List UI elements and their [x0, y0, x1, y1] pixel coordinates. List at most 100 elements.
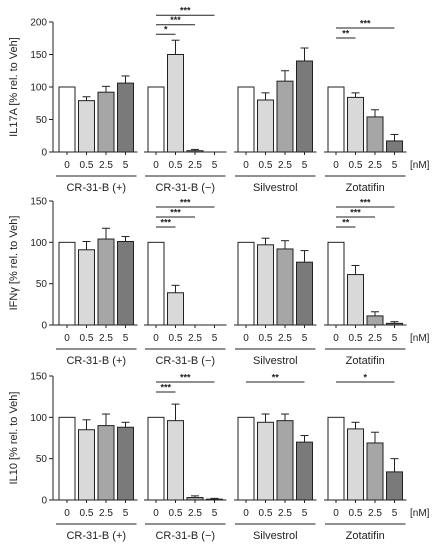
dose-label: 0.5 — [169, 508, 183, 519]
dose-label: 0 — [153, 160, 159, 171]
dose-label: 5 — [392, 333, 398, 344]
y-tick-label: 50 — [36, 279, 48, 290]
dose-label: 0 — [333, 508, 339, 519]
y-tick-label: 200 — [30, 18, 47, 29]
bar — [257, 99, 274, 153]
dose-label: 2.5 — [188, 508, 202, 519]
y-tick-label: 50 — [36, 115, 48, 126]
bar — [78, 429, 95, 501]
y-tick-label: 150 — [30, 372, 47, 383]
dose-label: 5 — [302, 508, 308, 519]
group-name: CR-31-B (−) — [155, 182, 215, 194]
dose-label: 5 — [212, 508, 218, 519]
dose-label: 0 — [153, 333, 159, 344]
significance-label: *** — [180, 6, 191, 16]
significance-label: * — [363, 373, 367, 383]
bar — [347, 96, 364, 153]
dose-label: 0 — [243, 160, 249, 171]
y-tick-label: 50 — [36, 454, 48, 465]
bar — [327, 416, 345, 501]
bar — [237, 86, 255, 153]
bar — [97, 425, 115, 501]
bar — [58, 86, 76, 153]
dose-label: 5 — [302, 333, 308, 344]
bar — [386, 471, 403, 501]
y-tick-label: 0 — [41, 148, 47, 159]
bar — [117, 241, 134, 326]
significance-label: *** — [160, 218, 171, 228]
group-name: Zotatifin — [346, 530, 385, 542]
dose-label: 2.5 — [368, 160, 382, 171]
significance-label: *** — [360, 198, 371, 208]
dose-label: 0.5 — [259, 160, 273, 171]
group-name: CR-31-B (−) — [155, 530, 215, 542]
bar — [117, 82, 134, 153]
dose-label: 0 — [153, 508, 159, 519]
dose-label: 0.5 — [259, 333, 273, 344]
group-name: Silvestrol — [253, 530, 298, 542]
x-unit-label: [nM] — [410, 160, 430, 171]
dose-label: 0.5 — [80, 333, 94, 344]
bar — [296, 261, 313, 326]
dose-label: 0.5 — [80, 508, 94, 519]
bar — [347, 274, 364, 326]
y-axis-label: IL10 [% rel. to Veh] — [8, 392, 20, 485]
bar — [58, 416, 76, 501]
dose-label: 0.5 — [259, 508, 273, 519]
bar — [276, 248, 294, 326]
dose-label: 5 — [392, 508, 398, 519]
significance-label: ** — [272, 373, 280, 383]
bar — [366, 442, 384, 501]
bar — [366, 315, 384, 326]
x-unit-label: [nM] — [410, 508, 430, 519]
dose-label: 5 — [123, 508, 129, 519]
bar — [327, 86, 345, 153]
bar — [147, 86, 165, 153]
significance-label: *** — [360, 19, 371, 29]
dose-label: 0 — [333, 333, 339, 344]
bar — [296, 441, 313, 501]
bar — [257, 421, 274, 501]
dose-label: 5 — [302, 160, 308, 171]
dose-label: 0.5 — [349, 508, 363, 519]
y-tick-label: 0 — [41, 321, 47, 332]
significance-label: *** — [350, 208, 361, 218]
bar — [167, 54, 184, 153]
bar — [276, 80, 294, 153]
bar — [327, 241, 345, 326]
group-name: CR-31-B (+) — [66, 355, 126, 367]
dose-label: 2.5 — [99, 508, 113, 519]
dose-label: 2.5 — [99, 333, 113, 344]
bar — [97, 91, 115, 153]
y-tick-label: 100 — [30, 413, 47, 424]
y-tick-label: 100 — [30, 238, 47, 249]
dose-label: 0 — [243, 333, 249, 344]
y-tick-label: 0 — [41, 496, 47, 507]
bar — [206, 498, 223, 501]
significance-label: *** — [170, 208, 181, 218]
dose-label: 2.5 — [368, 333, 382, 344]
bar — [386, 322, 403, 326]
bar — [186, 497, 204, 501]
bar — [386, 140, 403, 153]
y-tick-label: 100 — [30, 83, 47, 94]
dose-label: 0 — [64, 160, 70, 171]
dose-label: 0 — [64, 508, 70, 519]
significance-label: ** — [342, 218, 350, 228]
significance-label: *** — [180, 198, 191, 208]
group-name: Silvestrol — [253, 355, 298, 367]
bar — [147, 416, 165, 501]
dose-label: 5 — [392, 160, 398, 171]
group-name: CR-31-B (−) — [155, 355, 215, 367]
bar — [167, 420, 184, 501]
dose-label: 0.5 — [349, 333, 363, 344]
y-axis-label: IL17A [% rel. to Veh] — [8, 37, 20, 137]
bar — [117, 426, 134, 501]
y-tick-label: 150 — [30, 197, 47, 208]
dose-label: 0.5 — [169, 160, 183, 171]
bar — [237, 416, 255, 501]
bar — [347, 428, 364, 501]
